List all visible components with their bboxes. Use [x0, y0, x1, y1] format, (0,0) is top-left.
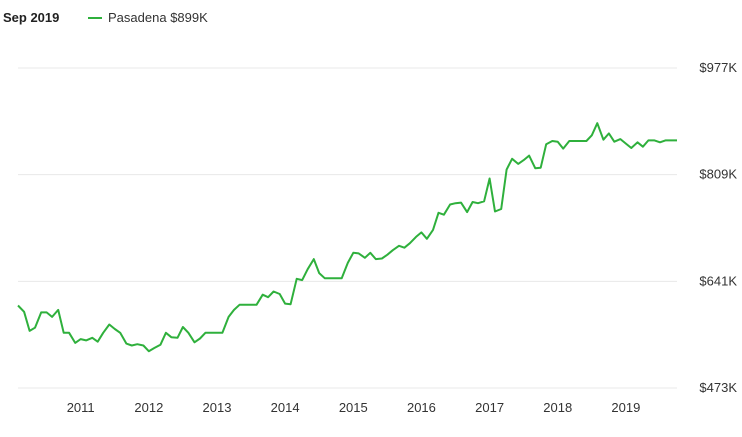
legend-text: Pasadena $899K [108, 10, 208, 25]
x-tick-label: 2013 [203, 400, 232, 415]
x-tick-label: 2011 [67, 400, 95, 415]
grid-lines [18, 67, 677, 389]
y-axis-ticks: $977K $809K $641K $473K [699, 60, 737, 395]
y-tick-label: $977K [699, 60, 737, 75]
hover-date-label: Sep 2019 [3, 10, 60, 25]
legend[interactable]: Pasadena $899K [88, 10, 208, 25]
y-tick-label: $641K [699, 273, 737, 288]
legend-swatch [88, 16, 102, 19]
x-axis-ticks: 2011 2012 2013 2014 2015 2016 2017 2018 2019 [67, 400, 641, 415]
x-tick-label: 2016 [407, 400, 436, 415]
x-tick-label: 2019 [611, 400, 640, 415]
y-tick-label: $809K [699, 167, 737, 182]
y-tick-label: $473K [699, 380, 737, 395]
x-tick-label: 2017 [475, 400, 504, 415]
chart-header: Sep 2019 Pasadena $899K [0, 0, 742, 40]
x-tick-label: 2015 [339, 400, 368, 415]
legend-series-name: Pasadena [108, 10, 167, 25]
x-tick-label: 2014 [271, 400, 300, 415]
x-tick-label: 2012 [134, 400, 163, 415]
x-tick-label: 2018 [543, 400, 572, 415]
series-line-pasadena[interactable] [17, 122, 677, 353]
legend-series-value: $899K [170, 10, 208, 25]
series-group [17, 122, 677, 353]
